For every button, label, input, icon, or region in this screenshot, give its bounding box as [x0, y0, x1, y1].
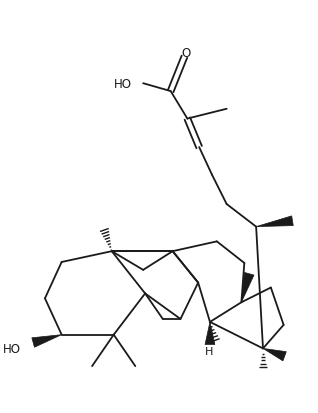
Text: HO: HO	[3, 342, 20, 355]
Text: H: H	[205, 347, 213, 356]
Polygon shape	[256, 216, 293, 227]
Text: HO: HO	[114, 78, 131, 90]
Polygon shape	[263, 349, 286, 361]
Text: O: O	[182, 47, 191, 60]
Polygon shape	[32, 335, 62, 347]
Polygon shape	[241, 273, 254, 303]
Polygon shape	[205, 322, 215, 345]
